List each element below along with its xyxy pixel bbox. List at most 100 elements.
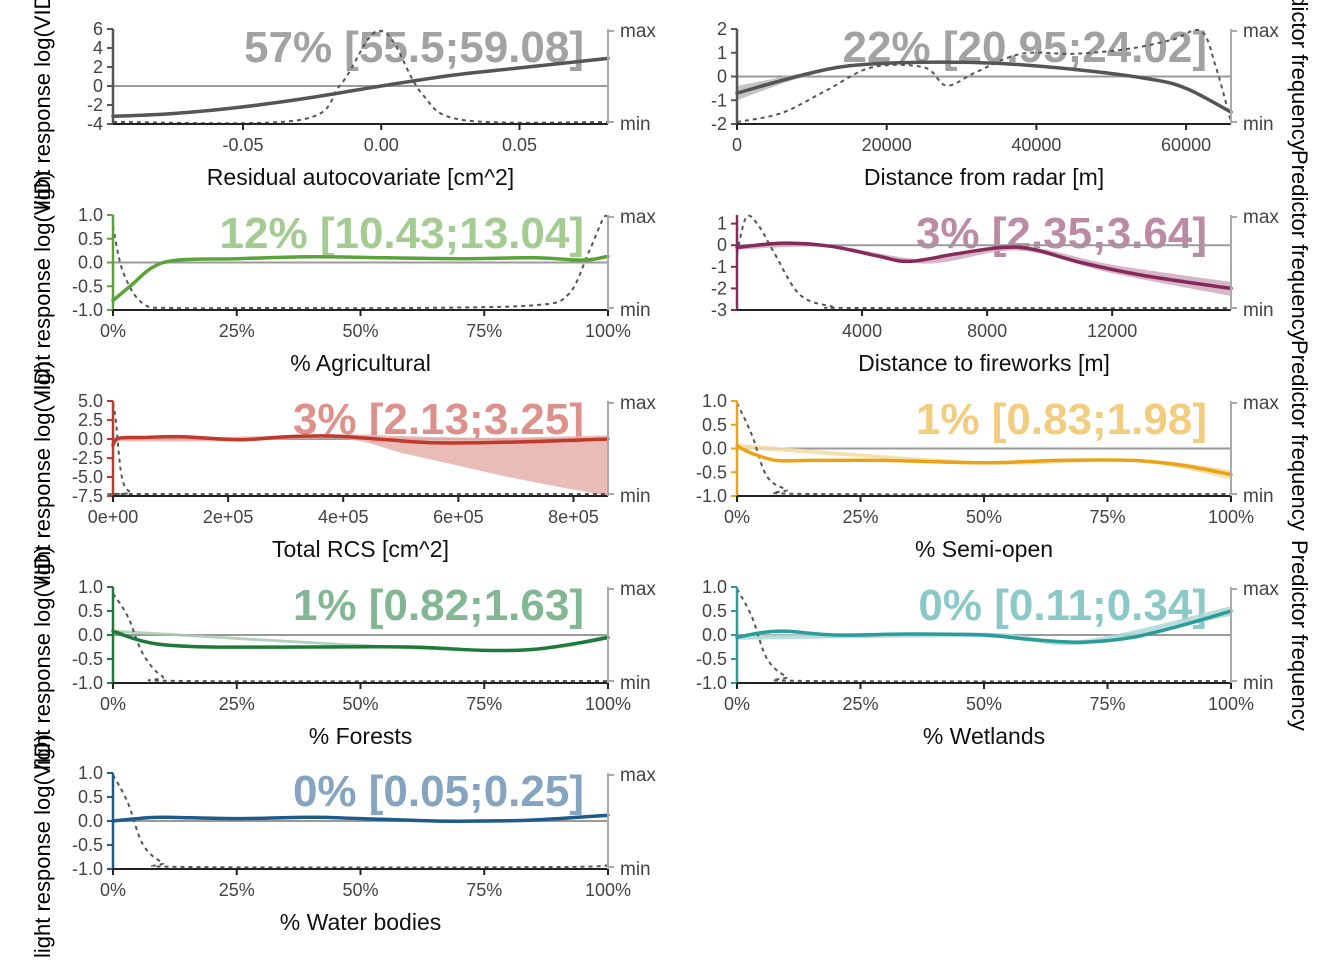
- confidence-band: [737, 244, 1231, 296]
- x-tick-label: 50%: [342, 321, 378, 341]
- y-tick-label: 0.0: [78, 811, 103, 831]
- x-tick-label: 0%: [100, 321, 126, 341]
- y-tick-label: 0: [93, 76, 103, 96]
- x-tick-label: 25%: [219, 694, 255, 714]
- response-line: [735, 444, 1233, 477]
- panel-8: 0% [0.11;0.34] max min -1.0 -0.5 0.0 0.5 1.0 0% 2…: [696, 577, 1279, 749]
- x-axis-title: % Semi-open: [915, 536, 1053, 562]
- x-tick-label: 0: [732, 135, 742, 155]
- y-tick-label: -0.5: [72, 835, 103, 855]
- panel-3: 12% [10.43;13.04] max min -1.0 -0.5 0.0 0.5 1.0…: [72, 205, 656, 376]
- x-tick-label: -0.05: [222, 135, 263, 155]
- frequency-min-label: min: [620, 114, 651, 135]
- importance-annotation: 57% [55.5;59.08]: [244, 23, 584, 72]
- y-tick-label: -1.0: [696, 673, 727, 693]
- importance-annotation: 12% [10.43;13.04]: [220, 209, 584, 258]
- y-tick-label: 0.5: [702, 601, 727, 621]
- frequency-max-label: max: [1243, 207, 1279, 228]
- y-tick-label: 2.5: [78, 410, 103, 430]
- x-tick-label: 0.05: [502, 135, 537, 155]
- x-tick-label: 60000: [1161, 135, 1211, 155]
- x-axis-title: Residual autocovariate [cm^2]: [207, 164, 514, 190]
- frequency-max-label: max: [1243, 393, 1279, 414]
- response-line: [111, 56, 610, 119]
- y-tick-label: 1.0: [78, 577, 103, 597]
- x-tick-label: 50%: [342, 694, 378, 714]
- frequency-line: [736, 588, 1232, 683]
- panel-9: 0% [0.05;0.25] max min -1.0 -0.5 0.0 0.5 1.0 0% 2…: [72, 763, 656, 935]
- y-tick-label: -2.5: [72, 448, 103, 468]
- response-line: [111, 813, 610, 823]
- y-tick-label: 2: [717, 19, 727, 39]
- importance-annotation: 0% [0.11;0.34]: [918, 581, 1207, 630]
- frequency-line: [107, 402, 609, 496]
- x-tick-label: 4000: [842, 321, 882, 341]
- x-tick-label: 0%: [100, 880, 126, 900]
- right-axis-label-4: Predictor frequency: [1287, 0, 1312, 151]
- frequency-max-label: max: [620, 579, 656, 600]
- x-tick-label: 75%: [466, 880, 502, 900]
- x-tick-label: 25%: [842, 507, 878, 527]
- x-axis-title: Distance to fireworks [m]: [858, 350, 1110, 376]
- x-axis-title: % Water bodies: [280, 909, 442, 935]
- y-tick-label: 1: [717, 214, 727, 234]
- frequency-max-label: max: [620, 393, 656, 414]
- y-tick-label: 4: [93, 38, 103, 58]
- x-tick-label: 25%: [842, 694, 878, 714]
- frequency-max-label: max: [1243, 21, 1279, 42]
- x-tick-label: 75%: [466, 321, 502, 341]
- frequency-max-label: max: [620, 765, 656, 786]
- y-tick-label: 0.0: [702, 625, 727, 645]
- x-tick-label: 100%: [585, 321, 631, 341]
- y-tick-label: 0.0: [702, 439, 727, 459]
- y-tick-label: -4: [87, 114, 103, 134]
- frequency-min-label: min: [1243, 673, 1274, 694]
- response-line: [735, 241, 1233, 291]
- frequency-line: [736, 402, 1232, 496]
- y-tick-label: -0.5: [72, 276, 103, 296]
- y-tick-label: 1.0: [702, 577, 727, 597]
- response-line: [111, 254, 610, 303]
- y-tick-label: 0.5: [78, 229, 103, 249]
- x-axis-title: % Forests: [309, 723, 413, 749]
- y-tick-label: -1: [711, 257, 727, 277]
- left-axis-label-5: light response log(VID): [30, 0, 55, 210]
- y-tick-label: 0.5: [702, 415, 727, 435]
- x-tick-label: 50%: [966, 694, 1002, 714]
- frequency-line: [112, 29, 609, 125]
- x-tick-label: 25%: [219, 321, 255, 341]
- response-line: [111, 629, 610, 653]
- x-tick-label: 100%: [1208, 694, 1254, 714]
- x-tick-label: 8e+05: [548, 507, 599, 527]
- response-line: [735, 60, 1233, 114]
- y-tick-label: 0: [717, 235, 727, 255]
- y-tick-label: -2: [87, 95, 103, 115]
- frequency-min-label: min: [1243, 486, 1274, 507]
- y-tick-label: -1.0: [72, 673, 103, 693]
- frequency-max-label: max: [1243, 579, 1279, 600]
- panel-7: 1% [0.82;1.63] max min -1.0 -0.5 0.0 0.5 1.0 0% 2…: [72, 577, 656, 749]
- right-axis-label-2: Predictor frequency: [1287, 340, 1312, 531]
- y-tick-label: -1.0: [72, 859, 103, 879]
- importance-annotation: 0% [0.05;0.25]: [293, 767, 584, 816]
- x-tick-label: 75%: [466, 694, 502, 714]
- response-line: [735, 609, 1233, 645]
- y-tick-label: 0: [717, 67, 727, 87]
- frequency-line: [736, 214, 1232, 310]
- y-tick-label: 1.0: [78, 763, 103, 783]
- panel-4: 3% [2.35;3.64] max min -3-2-101 4000 8000 1200…: [711, 207, 1279, 376]
- y-tick-label: 1.0: [702, 391, 727, 411]
- y-tick-label: 1.0: [78, 205, 103, 225]
- x-tick-label: 0%: [724, 694, 750, 714]
- x-tick-label: 0%: [100, 694, 126, 714]
- y-tick-label: -5.0: [72, 467, 103, 487]
- x-tick-label: 0e+00: [88, 507, 139, 527]
- frequency-min-label: min: [620, 859, 651, 880]
- y-tick-label: 0.0: [78, 625, 103, 645]
- importance-annotation: 3% [2.35;3.64]: [916, 209, 1207, 258]
- confidence-band: [113, 434, 608, 496]
- x-axis-title: Total RCS [cm^2]: [272, 536, 449, 562]
- x-tick-label: 20000: [862, 135, 912, 155]
- y-tick-label: -0.5: [696, 462, 727, 482]
